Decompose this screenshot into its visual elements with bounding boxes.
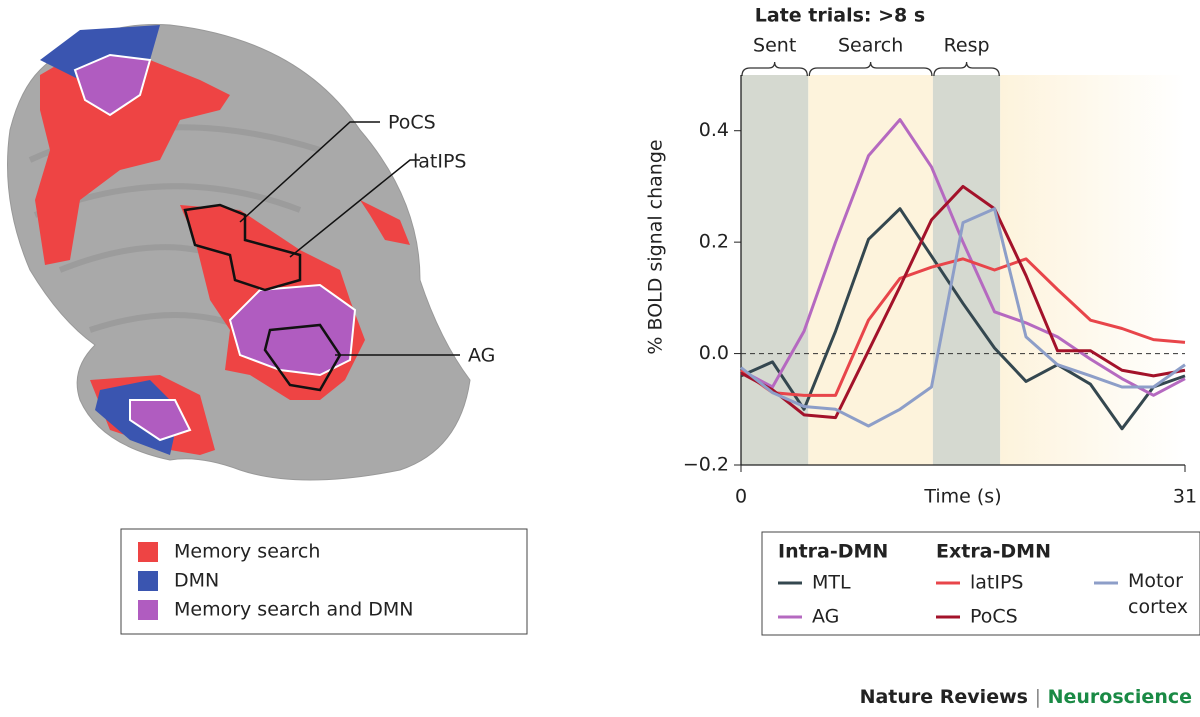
period-fade bbox=[1000, 75, 1185, 465]
legend-swatch bbox=[138, 600, 158, 620]
outline bbox=[263, 323, 342, 392]
legend-swatch bbox=[138, 571, 158, 591]
chart-legend-box bbox=[761, 531, 1200, 636]
legend-label: Motor cortex bbox=[1128, 570, 1188, 618]
pointer bbox=[239, 121, 460, 356]
y-tick-label: 0.0 bbox=[699, 342, 729, 364]
outline bbox=[183, 203, 302, 292]
legend-label: AG bbox=[812, 606, 839, 628]
x-tick-label: 0 bbox=[735, 486, 747, 508]
x-tick-label: 31 bbox=[1173, 486, 1197, 508]
y-tick-label: 0.4 bbox=[699, 119, 729, 141]
legend-title: Extra-DMN bbox=[936, 541, 1051, 563]
legend-label: MTL bbox=[812, 572, 851, 594]
period-brace bbox=[741, 61, 808, 77]
region-label: latIPS bbox=[413, 151, 467, 173]
brain bbox=[7, 24, 471, 481]
y-tick-label: 0.2 bbox=[699, 231, 729, 253]
period-label: Search bbox=[838, 35, 903, 57]
legend-title: Intra-DMN bbox=[778, 541, 888, 563]
series-line bbox=[740, 118, 1186, 397]
series-line bbox=[740, 207, 1186, 431]
legend-label: PoCS bbox=[970, 606, 1018, 628]
y-axis-label: % BOLD signal change bbox=[645, 139, 667, 354]
period-brace bbox=[933, 61, 1000, 77]
period-shade bbox=[741, 75, 809, 465]
period-label: Sent bbox=[753, 35, 796, 57]
x-axis-label: Time (s) bbox=[923, 486, 1001, 508]
legend-label: DMN bbox=[174, 570, 219, 592]
legend-label: latIPS bbox=[970, 572, 1024, 594]
period-shade bbox=[932, 75, 1001, 465]
journal: Nature Reviews bbox=[860, 686, 1028, 708]
period-label: Resp bbox=[944, 35, 990, 57]
legend-swatch bbox=[138, 542, 158, 562]
chart-title: Late trials: >8 s bbox=[755, 5, 925, 27]
y-tick-label: −0.2 bbox=[683, 454, 729, 476]
blue-area bbox=[40, 25, 270, 455]
section: Neuroscience bbox=[1048, 686, 1192, 708]
legend-label: Memory search and DMN bbox=[174, 599, 414, 621]
region-label: PoCS bbox=[388, 112, 436, 134]
separator: | bbox=[1035, 686, 1041, 708]
brain-legend-box bbox=[120, 528, 528, 635]
region-label: AG bbox=[468, 345, 495, 367]
purple-area bbox=[73, 53, 357, 442]
series-line bbox=[740, 184, 1186, 420]
legend-label: Memory search bbox=[174, 541, 320, 563]
series-line bbox=[740, 207, 1186, 428]
footer: Nature Reviews | Neuroscience bbox=[860, 686, 1192, 708]
period-brace bbox=[808, 61, 933, 77]
series-line bbox=[740, 257, 1186, 397]
